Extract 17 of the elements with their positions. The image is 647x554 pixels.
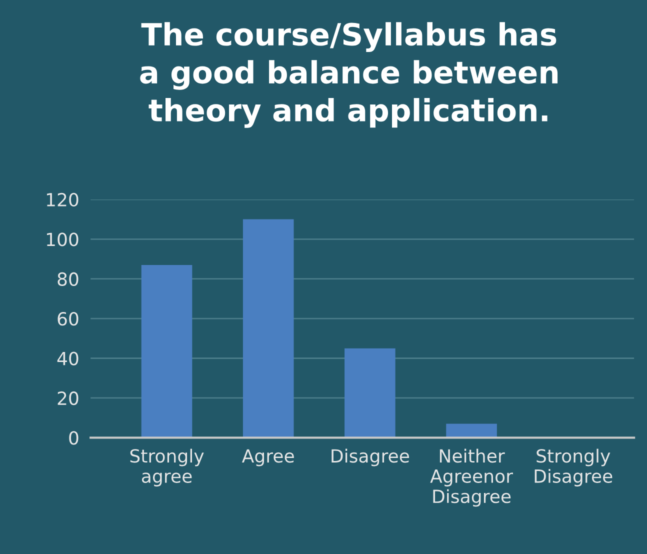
- x-tick-label: Strongly Disagree: [534, 448, 612, 486]
- y-tick-label: 0: [69, 431, 78, 445]
- bar: [344, 348, 396, 438]
- x-tick-label: Neither Agreenor Disagree: [430, 448, 513, 507]
- y-tick-label: 120: [46, 192, 78, 207]
- y-tick-label: 20: [58, 391, 78, 406]
- x-tick-label: Agree: [242, 449, 294, 466]
- bar: [141, 264, 192, 438]
- y-tick-label: 80: [58, 272, 78, 286]
- x-tick-label: Disagree: [332, 448, 410, 466]
- chart-title: The course/Syllabus has a good balance between theory and application.: [140, 22, 558, 128]
- x-tick-label: Strongly agree: [130, 448, 204, 486]
- bar: [446, 424, 497, 438]
- y-tick-label: 100: [46, 232, 78, 246]
- bar: [242, 219, 294, 438]
- y-tick-label: 60: [58, 312, 78, 326]
- y-tick-label: 40: [57, 352, 78, 366]
